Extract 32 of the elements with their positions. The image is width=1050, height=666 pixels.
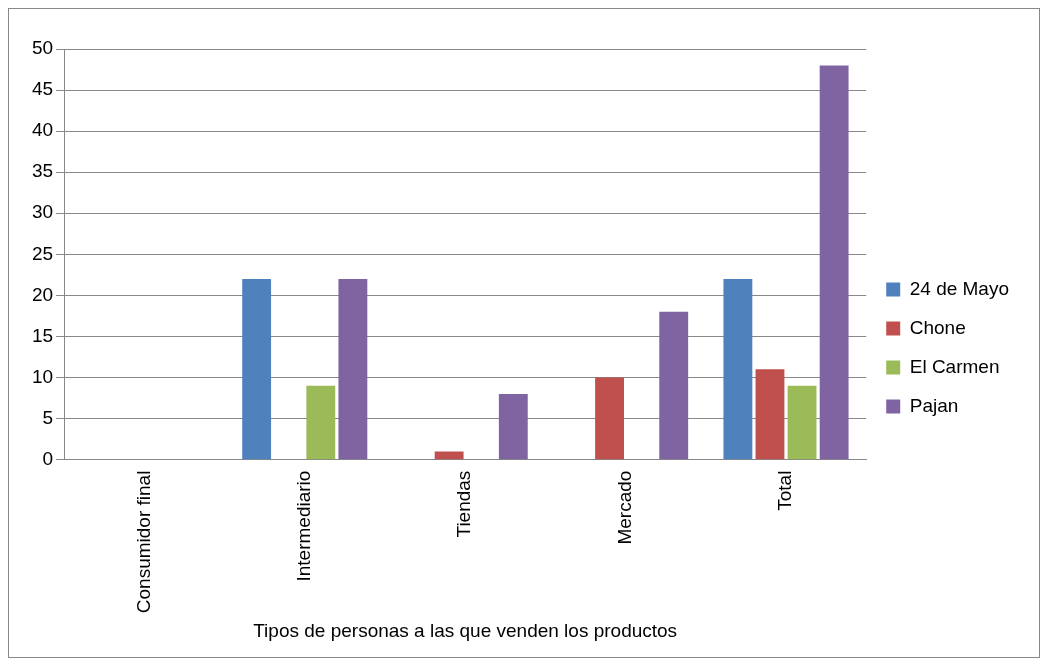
x-tick-label: Tiendas: [453, 470, 475, 538]
x-tick-label: Mercado: [613, 470, 635, 545]
bar: [338, 278, 368, 460]
y-tick-label: 20: [31, 283, 54, 305]
legend-label: 24 de Mayo: [909, 277, 1010, 299]
y-tick-label: 15: [31, 324, 54, 346]
y-tick-label: 45: [31, 78, 54, 100]
bar: [659, 311, 689, 460]
x-axis-title: Tipos de personas a las que venden los productos: [253, 619, 678, 641]
x-tick-label: Intermediario: [292, 470, 314, 582]
legend-label: Pajan: [909, 394, 959, 416]
y-tick-label: 30: [31, 201, 54, 223]
bar: [723, 278, 753, 460]
y-tick-label: 5: [42, 406, 54, 428]
y-tick-label: 50: [31, 37, 54, 59]
y-tick-label: 0: [42, 447, 54, 469]
x-tick-label: Consumidor final: [132, 470, 154, 614]
x-tick-label: Total: [774, 470, 796, 511]
bar: [306, 385, 336, 460]
bar: [595, 377, 624, 460]
bar: [498, 393, 528, 460]
bar: [787, 385, 817, 460]
bar: [755, 369, 785, 460]
bar: [242, 278, 272, 460]
legend-label: Chone: [909, 316, 966, 338]
legend-label: El Carmen: [909, 355, 1000, 377]
y-tick-label: 35: [31, 160, 54, 182]
y-tick-label: 10: [31, 365, 54, 387]
bar: [434, 451, 464, 460]
y-tick-label: 25: [31, 242, 54, 264]
bar: [819, 65, 849, 460]
y-tick-label: 40: [31, 119, 54, 141]
